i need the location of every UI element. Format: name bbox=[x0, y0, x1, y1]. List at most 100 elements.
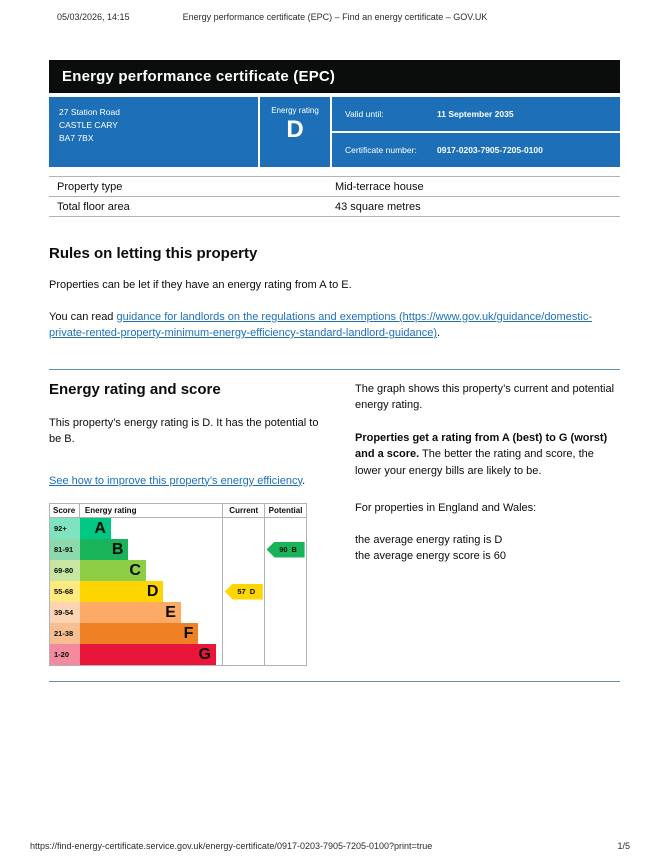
band-bar-a: A bbox=[79, 518, 111, 539]
band-bar-cell: G bbox=[79, 644, 222, 665]
section-divider-bottom bbox=[49, 681, 620, 682]
band-score-range: 39-54 bbox=[50, 602, 80, 623]
arrow-score: 57 bbox=[237, 587, 246, 596]
graph-description-paragraph: The graph shows this property’s current … bbox=[355, 382, 615, 412]
potential-cell: 90 B bbox=[264, 539, 306, 560]
rating-section-left: Energy rating and score This property’s … bbox=[49, 381, 320, 666]
band-row-a: 92+ A bbox=[50, 518, 306, 539]
england-wales-paragraph: For properties in England and Wales: bbox=[355, 502, 537, 514]
energy-rating-graph: Score Energy rating Current Potential 92+ A 81… bbox=[49, 503, 307, 666]
current-cell bbox=[222, 518, 264, 539]
band-bar-e: E bbox=[79, 602, 181, 623]
band-bar-d: D bbox=[79, 581, 164, 602]
rating-explainer-bold: Properties get a rating from A (best) to… bbox=[355, 431, 608, 461]
read-suffix-text: . bbox=[437, 327, 441, 339]
potential-cell bbox=[264, 560, 306, 581]
valid-until-row: Valid until: 11 September 2035 bbox=[332, 97, 620, 131]
band-bar-cell: B bbox=[79, 539, 222, 560]
property-address: 27 Station Road CASTLE CARY BA7 7BX bbox=[49, 97, 258, 167]
print-header: 05/03/2026, 14:15 Energy performance cer… bbox=[0, 12, 670, 24]
letting-rules-heading: Rules on letting this property bbox=[49, 245, 258, 262]
band-row-e: 39-54 E bbox=[50, 602, 306, 623]
band-score-range: 69-80 bbox=[50, 560, 80, 581]
graph-col-current: Current bbox=[222, 504, 264, 517]
improve-suffix-text: . bbox=[302, 474, 306, 487]
average-rating-line: the average energy rating is D bbox=[355, 533, 503, 546]
address-line: BA7 7BX bbox=[59, 133, 94, 144]
graph-col-score: Score bbox=[50, 504, 80, 517]
potential-cell bbox=[264, 623, 306, 644]
band-bar-f: F bbox=[79, 623, 199, 644]
summary-panel: 27 Station Road CASTLE CARY BA7 7BX Energy… bbox=[49, 97, 620, 167]
current-cell bbox=[222, 644, 264, 665]
band-row-c: 69-80 C bbox=[50, 560, 306, 581]
energy-rating-box: Energy rating D bbox=[260, 97, 330, 167]
certificate-number-label: Certificate number: bbox=[345, 145, 417, 155]
property-details-table: Property type Mid-terrace house Total floo… bbox=[49, 176, 620, 217]
current-cell bbox=[222, 602, 264, 623]
band-row-f: 21-38 F bbox=[50, 623, 306, 644]
potential-cell bbox=[264, 518, 306, 539]
improve-efficiency-link[interactable]: See how to improve this property’s energ… bbox=[49, 474, 303, 487]
rating-explainer-paragraph: Properties get a rating from A (best) to… bbox=[355, 430, 620, 480]
potential-cell bbox=[264, 581, 306, 602]
table-row: Property type Mid-terrace house bbox=[49, 177, 620, 197]
band-score-range: 55-68 bbox=[50, 581, 80, 602]
read-prefix-text: You can read bbox=[49, 310, 117, 323]
rating-section-right: The graph shows this property’s current … bbox=[355, 381, 620, 667]
current-cell bbox=[222, 560, 264, 581]
band-letter: C bbox=[129, 561, 141, 579]
band-score-range: 1-20 bbox=[50, 644, 80, 665]
table-row-label: Total floor area bbox=[57, 200, 130, 213]
valid-until-label: Valid until: bbox=[345, 109, 384, 119]
footer-url: https://find-energy-certificate.service.… bbox=[30, 841, 433, 851]
graph-col-potential: Potential bbox=[264, 504, 306, 517]
letting-rules-paragraph: Properties can be let if they have an en… bbox=[49, 279, 352, 291]
certificate-title: Energy performance certificate (EPC) bbox=[62, 68, 336, 85]
band-bar-cell: D bbox=[79, 581, 222, 602]
band-bar-cell: F bbox=[79, 623, 222, 644]
table-row: Total floor area 43 square metres bbox=[49, 197, 620, 217]
landlord-guidance-link[interactable]: guidance for landlords on the regulation… bbox=[49, 310, 592, 340]
band-bar-cell: A bbox=[79, 518, 222, 539]
rating-explainer-rest: The better the rating and score, the low… bbox=[355, 448, 594, 477]
graph-header: Score Energy rating Current Potential bbox=[50, 504, 306, 518]
band-letter: A bbox=[94, 519, 106, 537]
energy-rating-value: D bbox=[286, 116, 304, 143]
potential-cell bbox=[264, 644, 306, 665]
graph-col-energy-rating: Energy rating bbox=[84, 506, 137, 515]
certificate-number-value: 0917-0203-7905-7205-0100 bbox=[437, 145, 543, 155]
band-letter: D bbox=[146, 582, 159, 600]
table-row-label: Property type bbox=[57, 180, 123, 193]
band-letter: G bbox=[198, 645, 211, 663]
print-footer: https://find-energy-certificate.service.… bbox=[30, 841, 630, 851]
certificate-banner: Energy performance certificate (EPC) bbox=[49, 60, 620, 93]
potential-rating-arrow: 90 B bbox=[266, 541, 305, 558]
potential-cell bbox=[264, 602, 306, 623]
band-letter: F bbox=[183, 624, 194, 642]
print-datetime: 05/03/2026, 14:15 bbox=[57, 12, 130, 22]
band-bar-b: B bbox=[79, 539, 129, 560]
arrow-score: 90 bbox=[279, 545, 288, 554]
certificate-number-row: Certificate number: 0917-0203-7905-7205-… bbox=[332, 133, 620, 167]
arrow-letter: D bbox=[249, 587, 256, 596]
averages-paragraph: the average energy rating is D the averag… bbox=[355, 532, 620, 565]
band-bar-g: G bbox=[79, 644, 216, 665]
improve-link-paragraph: See how to improve this property’s energ… bbox=[49, 473, 320, 490]
band-row-d: 55-68 D 57 D bbox=[50, 581, 306, 602]
certificate-page: Energy performance certificate (EPC) 27 … bbox=[49, 60, 620, 682]
rating-summary-paragraph: This property’s energy rating is D. It h… bbox=[49, 416, 319, 446]
band-row-g: 1-20 G bbox=[50, 644, 306, 665]
current-cell bbox=[222, 539, 264, 560]
footer-page-number: 1/5 bbox=[617, 841, 630, 851]
certificate-meta-box: Valid until: 11 September 2035 Certifica… bbox=[332, 97, 620, 167]
current-rating-arrow: 57 D bbox=[224, 583, 263, 600]
letting-rules-link-paragraph: You can read guidance for landlords on t… bbox=[49, 309, 620, 342]
current-cell: 57 D bbox=[222, 581, 264, 602]
band-row-b: 81-91 B 90 B bbox=[50, 539, 306, 560]
current-cell bbox=[222, 623, 264, 644]
band-letter: B bbox=[111, 540, 124, 558]
address-line: 27 Station Road bbox=[59, 107, 120, 117]
band-score-range: 81-91 bbox=[50, 539, 80, 560]
print-doc-title: Energy performance certificate (EPC) – F… bbox=[182, 12, 488, 22]
